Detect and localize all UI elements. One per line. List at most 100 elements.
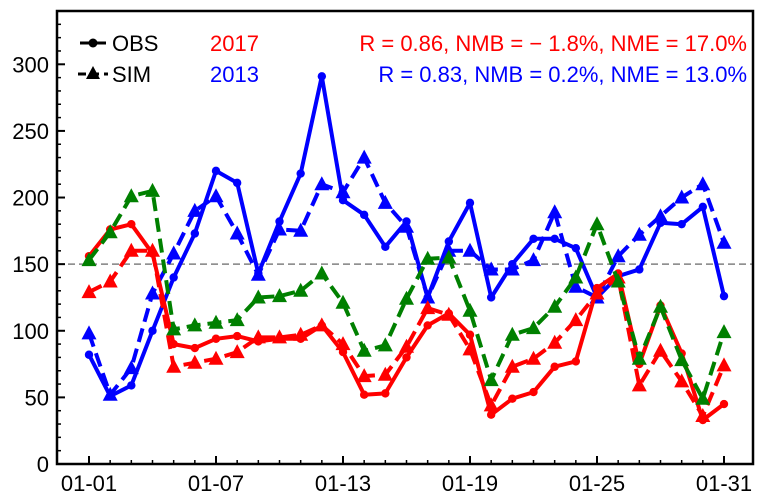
data-point bbox=[719, 291, 729, 301]
data-point bbox=[695, 176, 711, 191]
data-point bbox=[148, 326, 157, 335]
data-point bbox=[526, 320, 541, 335]
data-point bbox=[631, 350, 647, 365]
data-point bbox=[81, 284, 97, 299]
x-tick-label: 01-31 bbox=[696, 471, 752, 496]
data-point bbox=[335, 294, 351, 309]
data-point bbox=[653, 342, 668, 357]
data-point bbox=[127, 219, 136, 229]
data-point bbox=[229, 312, 245, 327]
data-point bbox=[547, 298, 563, 313]
legend-obs-marker bbox=[88, 38, 98, 48]
data-point bbox=[571, 357, 581, 366]
data-point bbox=[698, 202, 708, 212]
data-point bbox=[190, 229, 200, 238]
data-point bbox=[232, 331, 242, 341]
data-point bbox=[719, 399, 729, 409]
data-point bbox=[402, 353, 411, 362]
x-tick-label: 01-13 bbox=[315, 471, 371, 496]
data-point bbox=[631, 226, 647, 241]
data-point bbox=[314, 317, 330, 332]
data-point bbox=[568, 278, 584, 293]
data-point bbox=[102, 224, 118, 239]
legend-sim-marker bbox=[86, 66, 100, 79]
data-point bbox=[102, 386, 118, 401]
data-point bbox=[420, 250, 436, 265]
legend: OBS SIM bbox=[78, 31, 158, 87]
data-point bbox=[677, 219, 686, 229]
data-point bbox=[653, 208, 668, 223]
data-point bbox=[293, 326, 309, 341]
x-tick-label: 01-19 bbox=[442, 471, 498, 496]
data-point bbox=[526, 252, 541, 267]
data-point bbox=[399, 338, 414, 353]
data-point bbox=[568, 269, 584, 284]
annotation-stats-2017: R = 0.86, NMB = − 1.8%, NME = 17.0% bbox=[359, 31, 747, 56]
data-point bbox=[208, 188, 224, 203]
data-point bbox=[547, 204, 563, 219]
data-point bbox=[399, 218, 414, 233]
data-point bbox=[483, 372, 499, 387]
data-point bbox=[571, 243, 581, 253]
data-point bbox=[166, 358, 182, 373]
data-point bbox=[547, 334, 563, 349]
data-point bbox=[423, 321, 432, 330]
data-point bbox=[504, 358, 520, 373]
y-tick-label: 300 bbox=[12, 52, 49, 77]
data-point bbox=[716, 357, 732, 372]
data-point bbox=[229, 344, 245, 359]
data-point bbox=[123, 360, 139, 375]
x-tick-label: 01-25 bbox=[569, 471, 625, 496]
y-tick-label: 50 bbox=[25, 385, 49, 410]
data-point bbox=[356, 368, 372, 383]
data-point bbox=[166, 245, 182, 260]
annotation-year-2017: 2017 bbox=[210, 31, 259, 56]
data-point bbox=[272, 221, 287, 236]
x-tick-label: 01-07 bbox=[188, 471, 244, 496]
data-point bbox=[420, 289, 436, 304]
data-point bbox=[127, 381, 136, 390]
data-point bbox=[462, 302, 478, 317]
data-point bbox=[190, 343, 200, 353]
data-point bbox=[102, 273, 118, 288]
data-point bbox=[462, 341, 478, 356]
series-blue-sim bbox=[81, 149, 732, 401]
data-point bbox=[610, 273, 626, 288]
data-point bbox=[486, 293, 496, 302]
data-point bbox=[272, 329, 287, 344]
data-point bbox=[420, 300, 436, 315]
data-point bbox=[211, 334, 221, 343]
data-point bbox=[695, 408, 711, 422]
data-point bbox=[145, 182, 160, 197]
legend-sim-label: SIM bbox=[112, 62, 151, 87]
annotation-year-2013: 2013 bbox=[210, 62, 259, 87]
data-point bbox=[653, 298, 668, 313]
data-point bbox=[81, 252, 97, 267]
data-point bbox=[211, 166, 221, 176]
data-point bbox=[123, 188, 139, 203]
data-point bbox=[462, 242, 478, 257]
data-point bbox=[169, 273, 178, 282]
y-tick-label: 150 bbox=[12, 252, 49, 277]
data-point bbox=[250, 329, 266, 344]
data-point bbox=[610, 248, 626, 263]
data-point bbox=[695, 390, 711, 405]
data-point bbox=[377, 337, 393, 352]
data-point bbox=[631, 377, 647, 392]
data-point bbox=[356, 149, 372, 164]
y-axis: 0 50 100 150 200 250 300 bbox=[12, 10, 65, 477]
y-tick-label: 200 bbox=[12, 186, 49, 211]
data-point bbox=[314, 265, 330, 280]
data-point bbox=[444, 237, 454, 246]
data-point bbox=[166, 321, 182, 336]
data-point bbox=[250, 266, 266, 281]
annotation-stats-2013: R = 0.83, NMB = 0.2%, NME = 13.0% bbox=[378, 62, 747, 87]
data-point bbox=[399, 290, 414, 305]
data-point bbox=[441, 249, 457, 264]
data-point bbox=[81, 325, 97, 340]
data-point bbox=[335, 184, 351, 199]
series-line-red-sim bbox=[88, 248, 726, 418]
x-axis: 01-01 01-07 01-13 01-19 01-25 01-31 bbox=[61, 456, 752, 496]
data-point bbox=[589, 285, 605, 300]
data-point bbox=[296, 169, 305, 178]
